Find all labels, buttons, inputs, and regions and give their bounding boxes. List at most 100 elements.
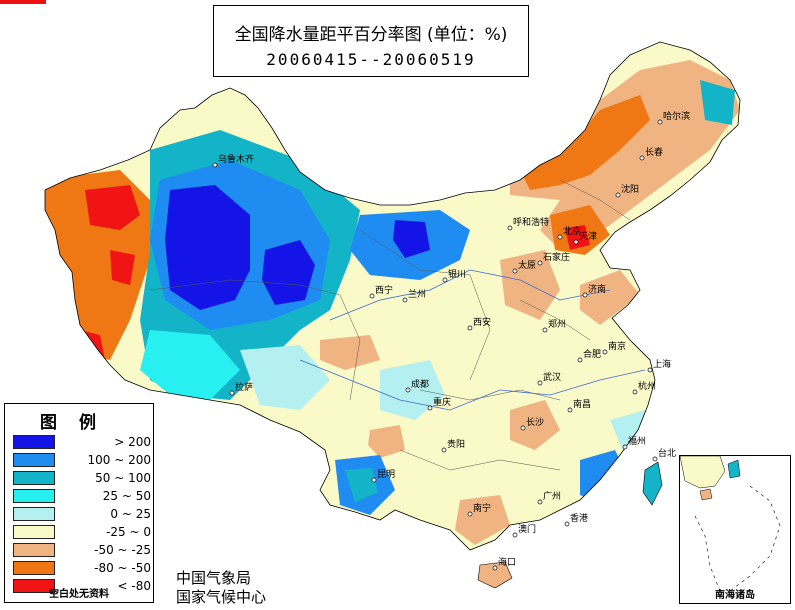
city-label: 台北 xyxy=(658,447,676,459)
corner-red-mark xyxy=(0,0,46,4)
city-dot xyxy=(405,387,411,393)
city-dot xyxy=(512,268,518,274)
city-marker: 郑州 xyxy=(542,318,566,333)
city-label: 杭州 xyxy=(638,380,656,392)
south-china-sea-inset: 南海诸岛 xyxy=(679,455,791,604)
city-label: 贵阳 xyxy=(447,438,465,450)
city-marker: 澳门 xyxy=(512,523,536,538)
city-marker: 哈尔滨 xyxy=(657,110,690,125)
city-label: 北京 xyxy=(563,225,581,237)
legend-label: -80 ~ -50 xyxy=(94,561,151,575)
city-label: 上海 xyxy=(653,358,671,370)
city-dot xyxy=(652,456,658,462)
city-dot xyxy=(567,407,573,413)
city-dot xyxy=(557,234,563,240)
city-label: 香港 xyxy=(570,512,588,524)
city-dot xyxy=(615,192,621,198)
city-dot xyxy=(537,260,543,266)
city-label: 太原 xyxy=(518,259,536,271)
city-marker: 杭州 xyxy=(632,380,656,395)
xinjiang-tibet-boundary xyxy=(149,279,341,296)
city-label: 西宁 xyxy=(375,284,393,296)
city-dot xyxy=(647,367,653,373)
legend-item: -80 ~ -50 xyxy=(13,561,153,576)
city-label: 长春 xyxy=(645,146,663,158)
city-dot xyxy=(371,477,377,483)
western-extreme-dry-region xyxy=(85,185,140,230)
city-label: 济南 xyxy=(588,283,606,295)
fujian-wet-region xyxy=(580,450,630,505)
city-marker: 长春 xyxy=(639,146,663,161)
inset-label: 南海诸岛 xyxy=(715,590,755,601)
legend-swatch xyxy=(13,435,55,449)
city-label: 西安 xyxy=(473,316,491,328)
city-label: 石家庄 xyxy=(543,251,570,263)
legend-swatch xyxy=(13,543,55,557)
city-label: 重庆 xyxy=(433,396,451,408)
city-marker: 福州 xyxy=(622,435,646,450)
legend-swatch xyxy=(13,507,55,521)
henan-anhui-boundary xyxy=(519,299,591,341)
legend-title: 图例 xyxy=(40,413,118,433)
city-marker: 长沙 xyxy=(520,416,544,431)
city-label: 昆明 xyxy=(377,469,395,480)
city-dot xyxy=(632,389,638,395)
city-dot xyxy=(427,405,433,411)
northeast-wet-patch xyxy=(700,80,735,125)
city-dot xyxy=(507,225,513,231)
tibet-slight-wet-region xyxy=(240,345,330,410)
issuer-cma: 中国气象局 xyxy=(176,569,252,587)
qinghai-sichuan-boundary xyxy=(339,294,361,401)
legend-item: -25 ~ 0 xyxy=(13,525,153,540)
sichuan-slight-wet-region xyxy=(380,360,445,420)
legend-swatch xyxy=(13,471,55,485)
legend-label: 100 ~ 200 xyxy=(87,453,152,467)
city-label: 澳门 xyxy=(518,523,536,535)
legend-label: < -80 xyxy=(117,579,151,593)
city-dot xyxy=(602,349,608,355)
legend-swatch xyxy=(13,525,55,539)
hainan-island xyxy=(477,561,513,589)
city-dot xyxy=(537,499,543,505)
city-marker: 沈阳 xyxy=(615,183,639,198)
northeast-dry-outer xyxy=(510,60,740,250)
legend-item: > 200 xyxy=(13,435,153,450)
yangtze-river xyxy=(299,359,646,411)
city-marker: 成都 xyxy=(405,378,429,393)
province-boundaries xyxy=(149,179,631,471)
city-dot xyxy=(369,293,375,299)
legend-label: > 200 xyxy=(114,435,151,449)
city-dot xyxy=(542,327,548,333)
city-label: 兰州 xyxy=(408,288,426,300)
legend-item: < -80 xyxy=(13,579,153,594)
legend-swatch xyxy=(13,561,55,575)
legend-item: -50 ~ -25 xyxy=(13,543,153,558)
legend-footer: 空白处无资料 xyxy=(49,589,109,600)
city-marker: 南昌 xyxy=(567,398,591,413)
city-dot xyxy=(520,425,526,431)
yunnan-wet-core xyxy=(345,468,378,502)
legend-swatch xyxy=(13,489,55,503)
city-dot xyxy=(442,277,448,283)
city-marker: 西安 xyxy=(467,316,491,331)
city-dot xyxy=(492,565,498,571)
inset-dash-line-west xyxy=(694,515,721,592)
inset-mainland xyxy=(680,456,726,489)
city-label: 福州 xyxy=(628,435,646,447)
city-label: 拉萨 xyxy=(235,381,253,393)
legend-swatch xyxy=(13,579,55,593)
southern-provinces-boundary xyxy=(399,449,561,471)
city-marker: 天津 xyxy=(573,231,597,245)
west-sichuan-dry-region xyxy=(320,335,380,370)
west-extreme-dry-region-2 xyxy=(110,250,135,285)
city-dot xyxy=(657,119,663,125)
city-marker: 上海 xyxy=(647,358,671,373)
inset-taiwan xyxy=(727,459,741,479)
city-label: 南宁 xyxy=(473,502,491,514)
city-marker: 西宁 xyxy=(369,284,393,299)
city-label: 海口 xyxy=(498,556,516,568)
guizhou-dry-patch xyxy=(368,425,405,458)
city-label: 郑州 xyxy=(548,318,566,330)
legend-swatch xyxy=(13,453,55,467)
